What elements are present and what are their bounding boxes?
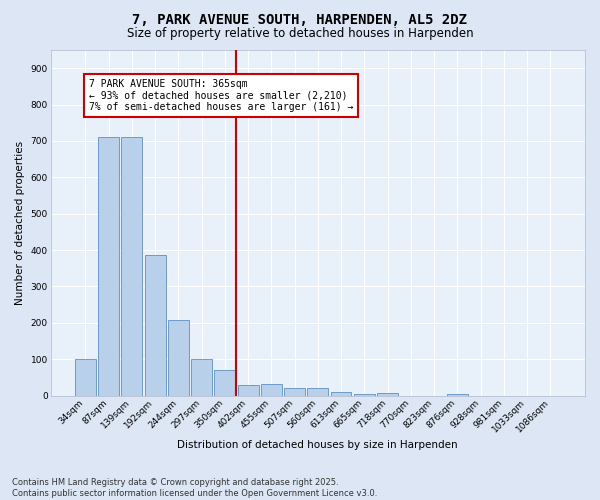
Bar [377,392,398,396]
Bar [75,359,96,396]
Text: Size of property relative to detached houses in Harpenden: Size of property relative to detached ho… [127,28,473,40]
Text: 7 PARK AVENUE SOUTH: 365sqm
← 93% of detached houses are smaller (2,210)
7% of s: 7 PARK AVENUE SOUTH: 365sqm ← 93% of det… [89,79,353,112]
Bar [145,256,166,396]
Bar [214,370,235,396]
Bar [331,392,352,396]
Bar [284,388,305,396]
Bar [354,394,375,396]
Y-axis label: Number of detached properties: Number of detached properties [15,140,25,305]
Bar [121,137,142,396]
Bar [98,137,119,396]
Bar [447,394,468,396]
Text: Contains HM Land Registry data © Crown copyright and database right 2025.
Contai: Contains HM Land Registry data © Crown c… [12,478,377,498]
Bar [191,359,212,396]
Bar [168,320,189,396]
Text: 7, PARK AVENUE SOUTH, HARPENDEN, AL5 2DZ: 7, PARK AVENUE SOUTH, HARPENDEN, AL5 2DZ [133,12,467,26]
Bar [261,384,282,396]
X-axis label: Distribution of detached houses by size in Harpenden: Distribution of detached houses by size … [178,440,458,450]
Bar [307,388,328,396]
Bar [238,384,259,396]
